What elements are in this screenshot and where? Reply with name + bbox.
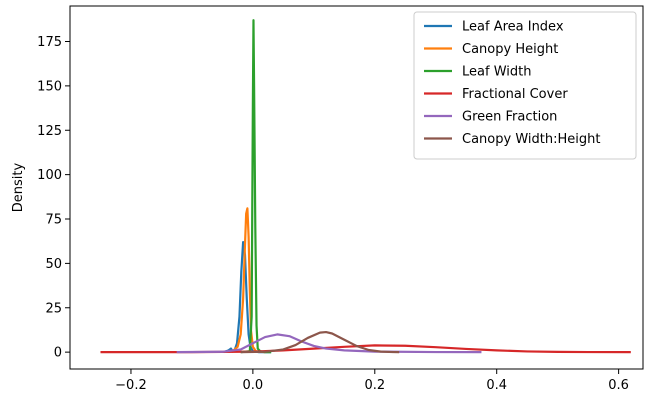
x-axis: −0.2 0.0 0.2 0.4 0.6: [115, 369, 629, 393]
legend-label: Green Fraction: [462, 110, 557, 125]
y-tick-label: 75: [45, 213, 62, 228]
y-axis-label: Density: [11, 162, 26, 212]
x-tick-label: 0.4: [486, 378, 507, 393]
legend-label: Leaf Width: [462, 65, 531, 80]
series-line-leaf-area-index: [223, 240, 272, 354]
legend-label: Canopy Width:Height: [462, 132, 600, 147]
series-line-green-fraction: [176, 333, 482, 354]
x-tick-label: 0.2: [364, 378, 385, 393]
legend-label: Leaf Area Index: [462, 20, 564, 35]
y-tick-label: 175: [37, 35, 62, 50]
legend-label: Fractional Cover: [462, 87, 568, 102]
series-line-canopy-width-height: [240, 330, 400, 354]
y-tick-label: 50: [45, 257, 62, 272]
y-axis: 0 25 50 75 100 125 150 175: [37, 35, 70, 361]
series-line-leaf-width: [240, 19, 272, 354]
y-tick-label: 0: [54, 346, 62, 361]
series-line-canopy-height: [230, 207, 266, 354]
y-tick-label: 150: [37, 79, 62, 94]
legend: Leaf Area Index Canopy Height Leaf Width Fr…: [413, 11, 637, 160]
x-tick-label: 0.6: [608, 378, 629, 393]
x-tick-label: −0.2: [115, 378, 147, 393]
legend-label: Canopy Height: [462, 42, 558, 57]
x-tick-label: 0.0: [243, 378, 264, 393]
legend-box: [413, 11, 637, 160]
plot-frame: [69, 5, 644, 370]
y-tick-label: 100: [37, 168, 62, 183]
y-tick-label: 25: [45, 301, 62, 316]
y-tick-label: 125: [37, 124, 62, 139]
series-layer: [100, 19, 631, 354]
